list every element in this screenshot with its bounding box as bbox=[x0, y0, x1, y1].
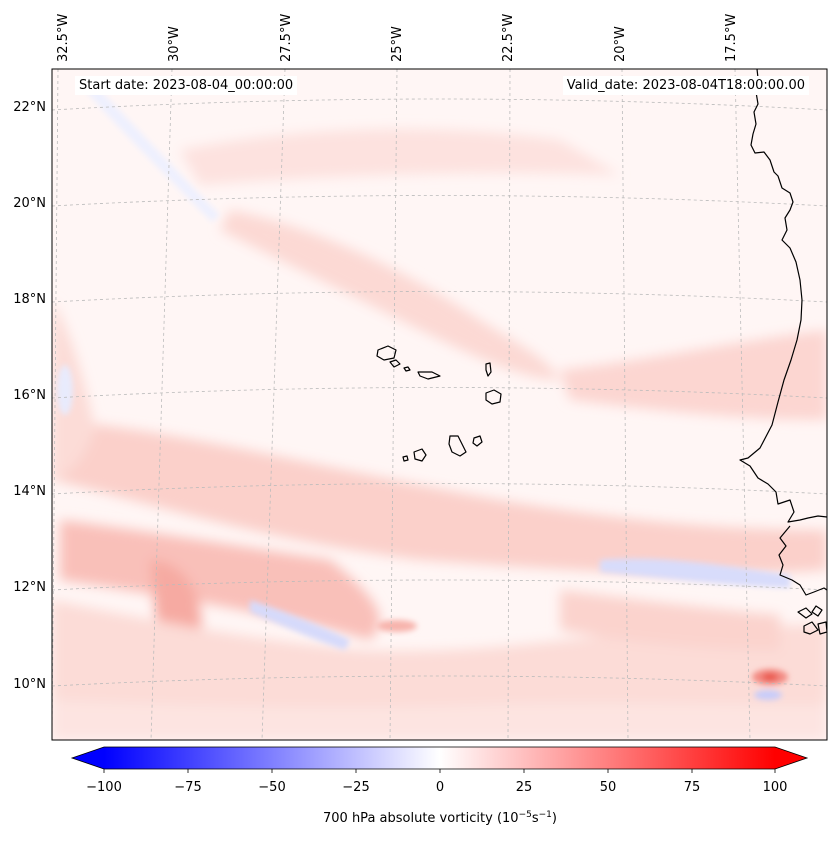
island-maio bbox=[472, 435, 483, 447]
cb-tick-label-minus25: −25 bbox=[342, 780, 369, 795]
africa-coastline bbox=[739, 69, 827, 523]
map-frame bbox=[51, 68, 828, 741]
gridlines bbox=[52, 69, 827, 740]
coastline bbox=[376, 69, 827, 635]
lon-label-22-5w: 22.5°W bbox=[501, 14, 516, 62]
colorbar-label: 700 hPa absolute vorticity (10−5s−1) bbox=[323, 810, 557, 826]
island-fogo bbox=[413, 448, 427, 462]
island-sal bbox=[485, 362, 492, 377]
lat-label-10n: 10°N bbox=[13, 677, 46, 692]
colorbar-low-extension bbox=[72, 747, 104, 769]
cb-tick-label-50: 50 bbox=[600, 780, 617, 795]
colorbar-gradient bbox=[104, 747, 775, 769]
lon-label-17-5w: 17.5°W bbox=[724, 14, 739, 62]
cb-tick-label-25: 25 bbox=[516, 780, 533, 795]
colorbar-high-extension bbox=[775, 747, 807, 769]
valid-date-label: Valid_date: 2023-08-04T18:00:00.00 bbox=[562, 76, 809, 95]
colorbar: −100 −75 −50 −25 0 25 50 75 100 700 hPa … bbox=[70, 746, 809, 826]
cb-tick-label-minus75: −75 bbox=[174, 780, 201, 795]
lon-label-27-5w: 27.5°W bbox=[279, 14, 294, 62]
longitude-labels: 32.5°W 30°W 27.5°W 25°W 22.5°W 20°W 17.5… bbox=[56, 14, 739, 62]
gambia-guinea-coast bbox=[778, 525, 827, 596]
island-santa-luzia bbox=[403, 366, 411, 372]
colorbar-tick-labels: −100 −75 −50 −25 0 25 50 75 100 bbox=[86, 780, 787, 795]
lat-label-14n: 14°N bbox=[13, 484, 46, 499]
lon-label-32-5w: 32.5°W bbox=[56, 14, 71, 62]
lon-label-20w: 20°W bbox=[613, 26, 628, 62]
lat-label-22n: 22°N bbox=[13, 100, 46, 115]
lat-label-18n: 18°N bbox=[13, 292, 46, 307]
colorbar-label-suffix: ) bbox=[552, 811, 557, 826]
colorbar-label-mid: s bbox=[532, 811, 539, 826]
lat-label-12n: 12°N bbox=[13, 580, 46, 595]
bijagos-islands bbox=[797, 605, 827, 635]
colorbar-label-exp2: −1 bbox=[539, 810, 552, 820]
start-date-label: Start date: 2023-08-04_00:00:00 bbox=[75, 76, 298, 95]
island-sao-nicolau bbox=[417, 371, 441, 380]
colorbar-label-prefix: 700 hPa absolute vorticity (10 bbox=[323, 811, 519, 826]
cb-tick-label-minus100: −100 bbox=[86, 780, 122, 795]
island-santo-antao bbox=[376, 345, 397, 361]
cb-tick-label-minus50: −50 bbox=[258, 780, 285, 795]
island-brava bbox=[402, 455, 409, 462]
island-sao-vicente bbox=[389, 359, 401, 368]
lon-label-30w: 30°W bbox=[167, 26, 182, 62]
colorbar-ticks bbox=[103, 769, 776, 773]
island-boa-vista bbox=[485, 389, 502, 405]
colorbar-label-exp1: −5 bbox=[519, 810, 532, 820]
lon-label-25w: 25°W bbox=[390, 26, 405, 62]
cb-tick-label-100: 100 bbox=[763, 780, 788, 795]
cb-tick-label-75: 75 bbox=[684, 780, 701, 795]
island-santiago bbox=[448, 435, 467, 457]
lat-label-20n: 20°N bbox=[13, 196, 46, 211]
latitude-labels: 22°N 20°N 18°N 16°N 14°N 12°N 10°N bbox=[13, 100, 46, 692]
lat-label-16n: 16°N bbox=[13, 388, 46, 403]
cb-tick-label-0: 0 bbox=[436, 780, 444, 795]
